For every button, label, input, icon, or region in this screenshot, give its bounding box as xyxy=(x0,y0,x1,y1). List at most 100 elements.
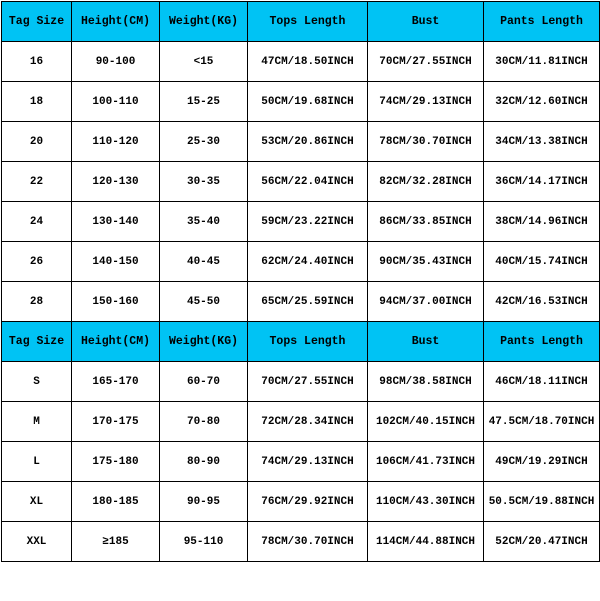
table-row: 24130-14035-4059CM/23.22INCH86CM/33.85IN… xyxy=(2,202,600,242)
table-cell: 86CM/33.85INCH xyxy=(368,202,484,242)
table-cell: 120-130 xyxy=(72,162,160,202)
table-cell: 47CM/18.50INCH xyxy=(248,42,368,82)
table-cell: 26 xyxy=(2,242,72,282)
table-cell: 47.5CM/18.70INCH xyxy=(484,402,600,442)
table-cell: 40-45 xyxy=(160,242,248,282)
table-cell: XXL xyxy=(2,522,72,562)
table-cell: 76CM/29.92INCH xyxy=(248,482,368,522)
table-cell: 49CM/19.29INCH xyxy=(484,442,600,482)
table-cell: 70CM/27.55INCH xyxy=(248,362,368,402)
column-header: Tops Length xyxy=(248,2,368,42)
table-cell: 98CM/38.58INCH xyxy=(368,362,484,402)
table-row: XL180-18590-9576CM/29.92INCH110CM/43.30I… xyxy=(2,482,600,522)
table-cell: 94CM/37.00INCH xyxy=(368,282,484,322)
table-cell: L xyxy=(2,442,72,482)
table-cell: 34CM/13.38INCH xyxy=(484,122,600,162)
table-cell: 150-160 xyxy=(72,282,160,322)
table-cell: 25-30 xyxy=(160,122,248,162)
table-cell: ≥185 xyxy=(72,522,160,562)
table-cell: 30CM/11.81INCH xyxy=(484,42,600,82)
table-cell: 70CM/27.55INCH xyxy=(368,42,484,82)
table-header-row: Tag SizeHeight(CM)Weight(KG)Tops LengthB… xyxy=(2,2,600,42)
table-row: S165-17060-7070CM/27.55INCH98CM/38.58INC… xyxy=(2,362,600,402)
table-cell: 30-35 xyxy=(160,162,248,202)
table-cell: 52CM/20.47INCH xyxy=(484,522,600,562)
table-cell: 130-140 xyxy=(72,202,160,242)
table-row: XXL≥18595-11078CM/30.70INCH114CM/44.88IN… xyxy=(2,522,600,562)
table-cell: 24 xyxy=(2,202,72,242)
column-header: Bust xyxy=(368,2,484,42)
table-cell: 53CM/20.86INCH xyxy=(248,122,368,162)
table-cell: 140-150 xyxy=(72,242,160,282)
table-cell: 50CM/19.68INCH xyxy=(248,82,368,122)
table-cell: 74CM/29.13INCH xyxy=(248,442,368,482)
table-cell: 22 xyxy=(2,162,72,202)
table-cell: 65CM/25.59INCH xyxy=(248,282,368,322)
table-cell: 165-170 xyxy=(72,362,160,402)
table-cell: <15 xyxy=(160,42,248,82)
table-cell: 62CM/24.40INCH xyxy=(248,242,368,282)
column-header: Tops Length xyxy=(248,322,368,362)
column-header: Weight(KG) xyxy=(160,322,248,362)
table-cell: 36CM/14.17INCH xyxy=(484,162,600,202)
table-row: L175-18080-9074CM/29.13INCH106CM/41.73IN… xyxy=(2,442,600,482)
table-row: M170-17570-8072CM/28.34INCH102CM/40.15IN… xyxy=(2,402,600,442)
table-cell: 180-185 xyxy=(72,482,160,522)
table-cell: 90-100 xyxy=(72,42,160,82)
table-cell: 106CM/41.73INCH xyxy=(368,442,484,482)
table-cell: 15-25 xyxy=(160,82,248,122)
column-header: Weight(KG) xyxy=(160,2,248,42)
table-cell: 42CM/16.53INCH xyxy=(484,282,600,322)
table-cell: 50.5CM/19.88INCH xyxy=(484,482,600,522)
column-header: Height(CM) xyxy=(72,2,160,42)
table-cell: 28 xyxy=(2,282,72,322)
table-cell: 46CM/18.11INCH xyxy=(484,362,600,402)
size-chart-container: Tag SizeHeight(CM)Weight(KG)Tops LengthB… xyxy=(1,1,599,562)
column-header: Tag Size xyxy=(2,2,72,42)
size-chart-table: Tag SizeHeight(CM)Weight(KG)Tops LengthB… xyxy=(1,1,600,562)
table-cell: 170-175 xyxy=(72,402,160,442)
table-row: 18100-11015-2550CM/19.68INCH74CM/29.13IN… xyxy=(2,82,600,122)
table-row: 20110-12025-3053CM/20.86INCH78CM/30.70IN… xyxy=(2,122,600,162)
table-cell: 38CM/14.96INCH xyxy=(484,202,600,242)
table-cell: 74CM/29.13INCH xyxy=(368,82,484,122)
table-cell: 72CM/28.34INCH xyxy=(248,402,368,442)
column-header: Height(CM) xyxy=(72,322,160,362)
table-row: 28150-16045-5065CM/25.59INCH94CM/37.00IN… xyxy=(2,282,600,322)
table-cell: 70-80 xyxy=(160,402,248,442)
table-cell: 56CM/22.04INCH xyxy=(248,162,368,202)
table-header-row: Tag SizeHeight(CM)Weight(KG)Tops LengthB… xyxy=(2,322,600,362)
table-cell: 78CM/30.70INCH xyxy=(368,122,484,162)
table-cell: 102CM/40.15INCH xyxy=(368,402,484,442)
table-cell: 82CM/32.28INCH xyxy=(368,162,484,202)
table-cell: M xyxy=(2,402,72,442)
table-row: 26140-15040-4562CM/24.40INCH90CM/35.43IN… xyxy=(2,242,600,282)
table-cell: 90CM/35.43INCH xyxy=(368,242,484,282)
table-cell: 110-120 xyxy=(72,122,160,162)
table-row: 1690-100<1547CM/18.50INCH70CM/27.55INCH3… xyxy=(2,42,600,82)
table-cell: 40CM/15.74INCH xyxy=(484,242,600,282)
table-cell: S xyxy=(2,362,72,402)
table-cell: 114CM/44.88INCH xyxy=(368,522,484,562)
table-cell: 59CM/23.22INCH xyxy=(248,202,368,242)
table-cell: 32CM/12.60INCH xyxy=(484,82,600,122)
table-cell: 60-70 xyxy=(160,362,248,402)
table-cell: 45-50 xyxy=(160,282,248,322)
table-cell: 90-95 xyxy=(160,482,248,522)
table-cell: 16 xyxy=(2,42,72,82)
table-cell: 100-110 xyxy=(72,82,160,122)
column-header: Pants Length xyxy=(484,322,600,362)
table-cell: XL xyxy=(2,482,72,522)
table-row: 22120-13030-3556CM/22.04INCH82CM/32.28IN… xyxy=(2,162,600,202)
column-header: Bust xyxy=(368,322,484,362)
table-cell: 20 xyxy=(2,122,72,162)
table-cell: 110CM/43.30INCH xyxy=(368,482,484,522)
table-cell: 18 xyxy=(2,82,72,122)
table-cell: 95-110 xyxy=(160,522,248,562)
column-header: Pants Length xyxy=(484,2,600,42)
table-cell: 80-90 xyxy=(160,442,248,482)
table-cell: 175-180 xyxy=(72,442,160,482)
table-cell: 35-40 xyxy=(160,202,248,242)
column-header: Tag Size xyxy=(2,322,72,362)
table-cell: 78CM/30.70INCH xyxy=(248,522,368,562)
